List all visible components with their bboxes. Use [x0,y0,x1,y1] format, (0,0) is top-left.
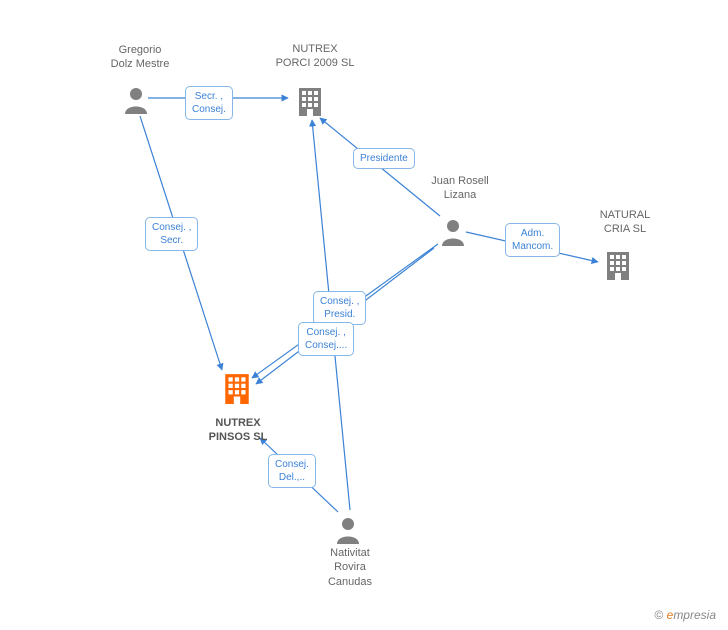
edge-label-consej-del: Consej. Del.,.. [268,454,316,488]
building-icon-highlight [222,372,252,409]
node-label-juan: Juan Rosell Lizana [400,174,520,203]
edge-label-adm-mancom: Adm. Mancom. [505,223,560,257]
person-icon [123,86,149,119]
edge-label-consej-consej: Consej. , Consej.... [298,322,354,356]
node-label-nativitat: Nativitat Rovira Canudas [300,546,400,589]
edge-label-presidente: Presidente [353,148,415,169]
edge-label-secr-consej: Secr. , Consej. [185,86,233,120]
node-label-nutrex-pinsos: NUTREX PINSOS SL [178,416,298,445]
person-icon [335,516,361,549]
edge-label-consej-presid: Consej. , Presid. [313,291,366,325]
brand-rest: mpresia [673,608,716,622]
person-icon [440,218,466,251]
node-label-nutrex-porci: NUTREX PORCI 2009 SL [245,42,385,71]
copyright-symbol: © [654,608,663,622]
footer-branding: © empresia [654,608,716,622]
building-icon [604,250,632,285]
edge-label-consej-secr: Consej. , Secr. [145,217,198,251]
node-label-gregorio: Gregorio Dolz Mestre [80,43,200,72]
node-label-natural-cria: NATURAL CRIA SL [570,208,680,237]
building-icon [296,86,324,121]
